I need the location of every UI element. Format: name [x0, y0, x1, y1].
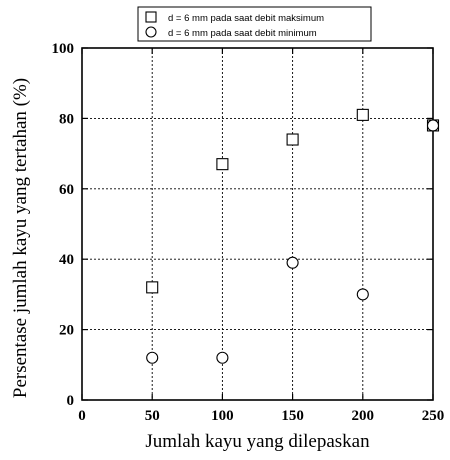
x-tick-label: 0	[78, 408, 86, 424]
legend-entry-maximum: d = 6 mm pada saat debit maksimum	[168, 13, 324, 24]
data-point-square	[286, 133, 299, 146]
plot-frame	[81, 47, 434, 401]
x-tick-label: 250	[422, 408, 445, 424]
x-tick-label: 150	[281, 408, 304, 424]
data-point-circle	[146, 351, 159, 364]
y-tick-label: 100	[52, 41, 75, 57]
axis-ticks	[81, 47, 434, 401]
data-point-circle	[286, 256, 299, 269]
y-tick-label: 20	[59, 323, 74, 339]
x-axis-label: Jumlah kayu yang dilepaskan	[145, 431, 370, 452]
data-point-circle	[356, 288, 369, 301]
y-axis-label: Persentase jumlah kayu yang tertahan (%)	[10, 78, 31, 398]
data-point-circle	[216, 351, 229, 364]
data-point-square	[356, 108, 369, 121]
data-point-square	[146, 281, 159, 294]
tick-labels: 0 50 100 150 200 250 0 20 40 60 80 100	[52, 41, 445, 424]
legend: d = 6 mm pada saat debit maksimum d = 6 …	[137, 6, 372, 42]
data-point-square	[216, 158, 229, 171]
data-points	[146, 108, 440, 364]
legend-box	[137, 6, 372, 42]
y-tick-label: 80	[59, 111, 74, 127]
y-tick-label: 40	[59, 252, 74, 268]
x-tick-label: 200	[352, 408, 375, 424]
grid-lines	[82, 48, 433, 400]
legend-square-marker	[145, 11, 157, 23]
data-point-circle	[426, 119, 440, 132]
y-tick-label: 60	[59, 182, 74, 198]
x-tick-label: 100	[211, 408, 234, 424]
y-tick-label: 0	[67, 393, 75, 409]
legend-circle-marker	[145, 26, 157, 38]
x-tick-label: 50	[145, 408, 160, 424]
legend-entry-minimum: d = 6 mm pada saat debit minimum	[168, 28, 317, 39]
